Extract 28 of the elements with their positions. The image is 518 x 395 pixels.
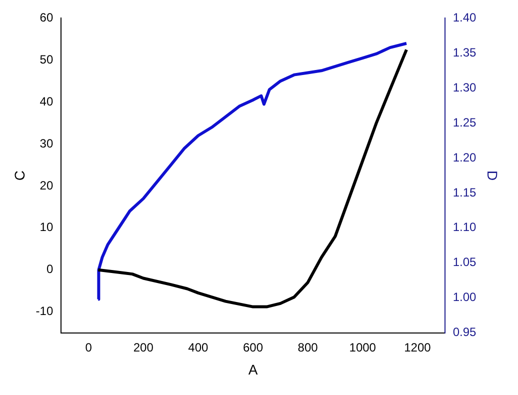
y2-tick-label: 1.05 [452, 255, 477, 270]
y2-tick-label: 1.20 [452, 150, 477, 164]
y2-tick-label: 1.10 [452, 220, 477, 234]
y2-tick-label: 1.40 [452, 10, 477, 25]
x-tick-label: 800 [298, 340, 318, 354]
y-tick-label: 20 [40, 178, 54, 192]
y-tick-label: 50 [40, 52, 54, 66]
y-tick-label: 10 [40, 220, 54, 234]
x-tick-label: 600 [242, 340, 264, 354]
y-tick-label: 40 [40, 94, 54, 108]
x-tick-label: 1200 [404, 340, 432, 354]
x-axis-title: A [248, 361, 258, 378]
y2-tick-label: 1.00 [452, 290, 477, 304]
y-tick-label: 60 [40, 10, 54, 25]
y2-tick-label: 0.95 [452, 325, 477, 340]
x-tick-label: 1000 [349, 340, 376, 354]
y-tick-label: -10 [36, 304, 54, 318]
y2-tick-label: 1.25 [452, 115, 477, 130]
y2-axis-title: D [484, 170, 501, 181]
y2-tick-label: 1.15 [452, 185, 477, 200]
y2-tick-label: 1.35 [452, 45, 477, 60]
x-tick-label: 400 [188, 340, 209, 354]
y2-tick-label: 1.30 [452, 80, 477, 94]
x-tick-label: 0 [85, 340, 92, 354]
y-tick-label: 30 [40, 136, 54, 150]
y-tick-label: 0 [46, 262, 54, 276]
x-tick-label: 200 [133, 340, 154, 354]
y-axis-title: C [11, 170, 28, 181]
